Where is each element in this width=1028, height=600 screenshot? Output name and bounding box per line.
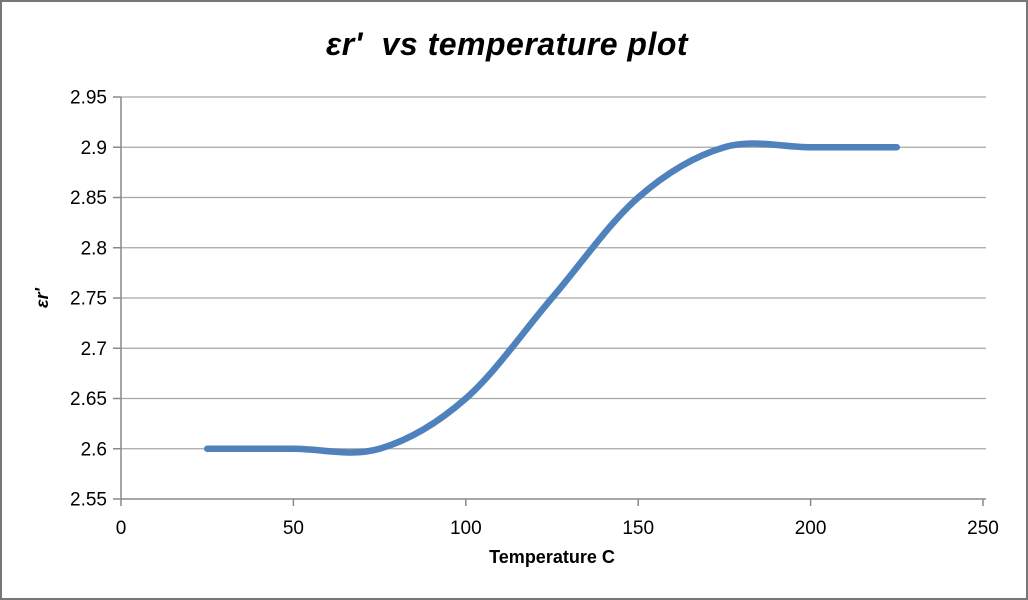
y-tick-label: 2.6 [81, 439, 107, 460]
x-tick-label: 0 [116, 518, 127, 539]
plot-generated-layer: 0 50 100 150 200 250 2.55 2.6 2.65 2.7 2.75 2.8 2.85… [70, 88, 999, 540]
x-tick-label: 50 [283, 518, 304, 539]
x-tick-label: 250 [967, 518, 999, 539]
y-tick-label: 2.7 [81, 339, 107, 360]
y-tick-label: 2.9 [81, 138, 107, 159]
series-line-er-prime [203, 140, 901, 456]
y-axis-title: εr' [32, 287, 52, 308]
x-tick-label: 200 [795, 518, 827, 539]
y-tick-label: 2.85 [70, 188, 107, 209]
chart-title: εr' vs temperature plot [325, 26, 689, 62]
x-axis-title: Temperature C [489, 547, 615, 567]
x-tick-label: 150 [622, 518, 654, 539]
x-tick-label: 100 [450, 518, 482, 539]
y-tick-label: 2.95 [70, 88, 107, 109]
y-tick-label: 2.75 [70, 289, 107, 310]
y-tick-label: 2.65 [70, 389, 107, 410]
y-tick-label: 2.55 [70, 490, 107, 511]
y-tick-label: 2.8 [81, 238, 107, 259]
